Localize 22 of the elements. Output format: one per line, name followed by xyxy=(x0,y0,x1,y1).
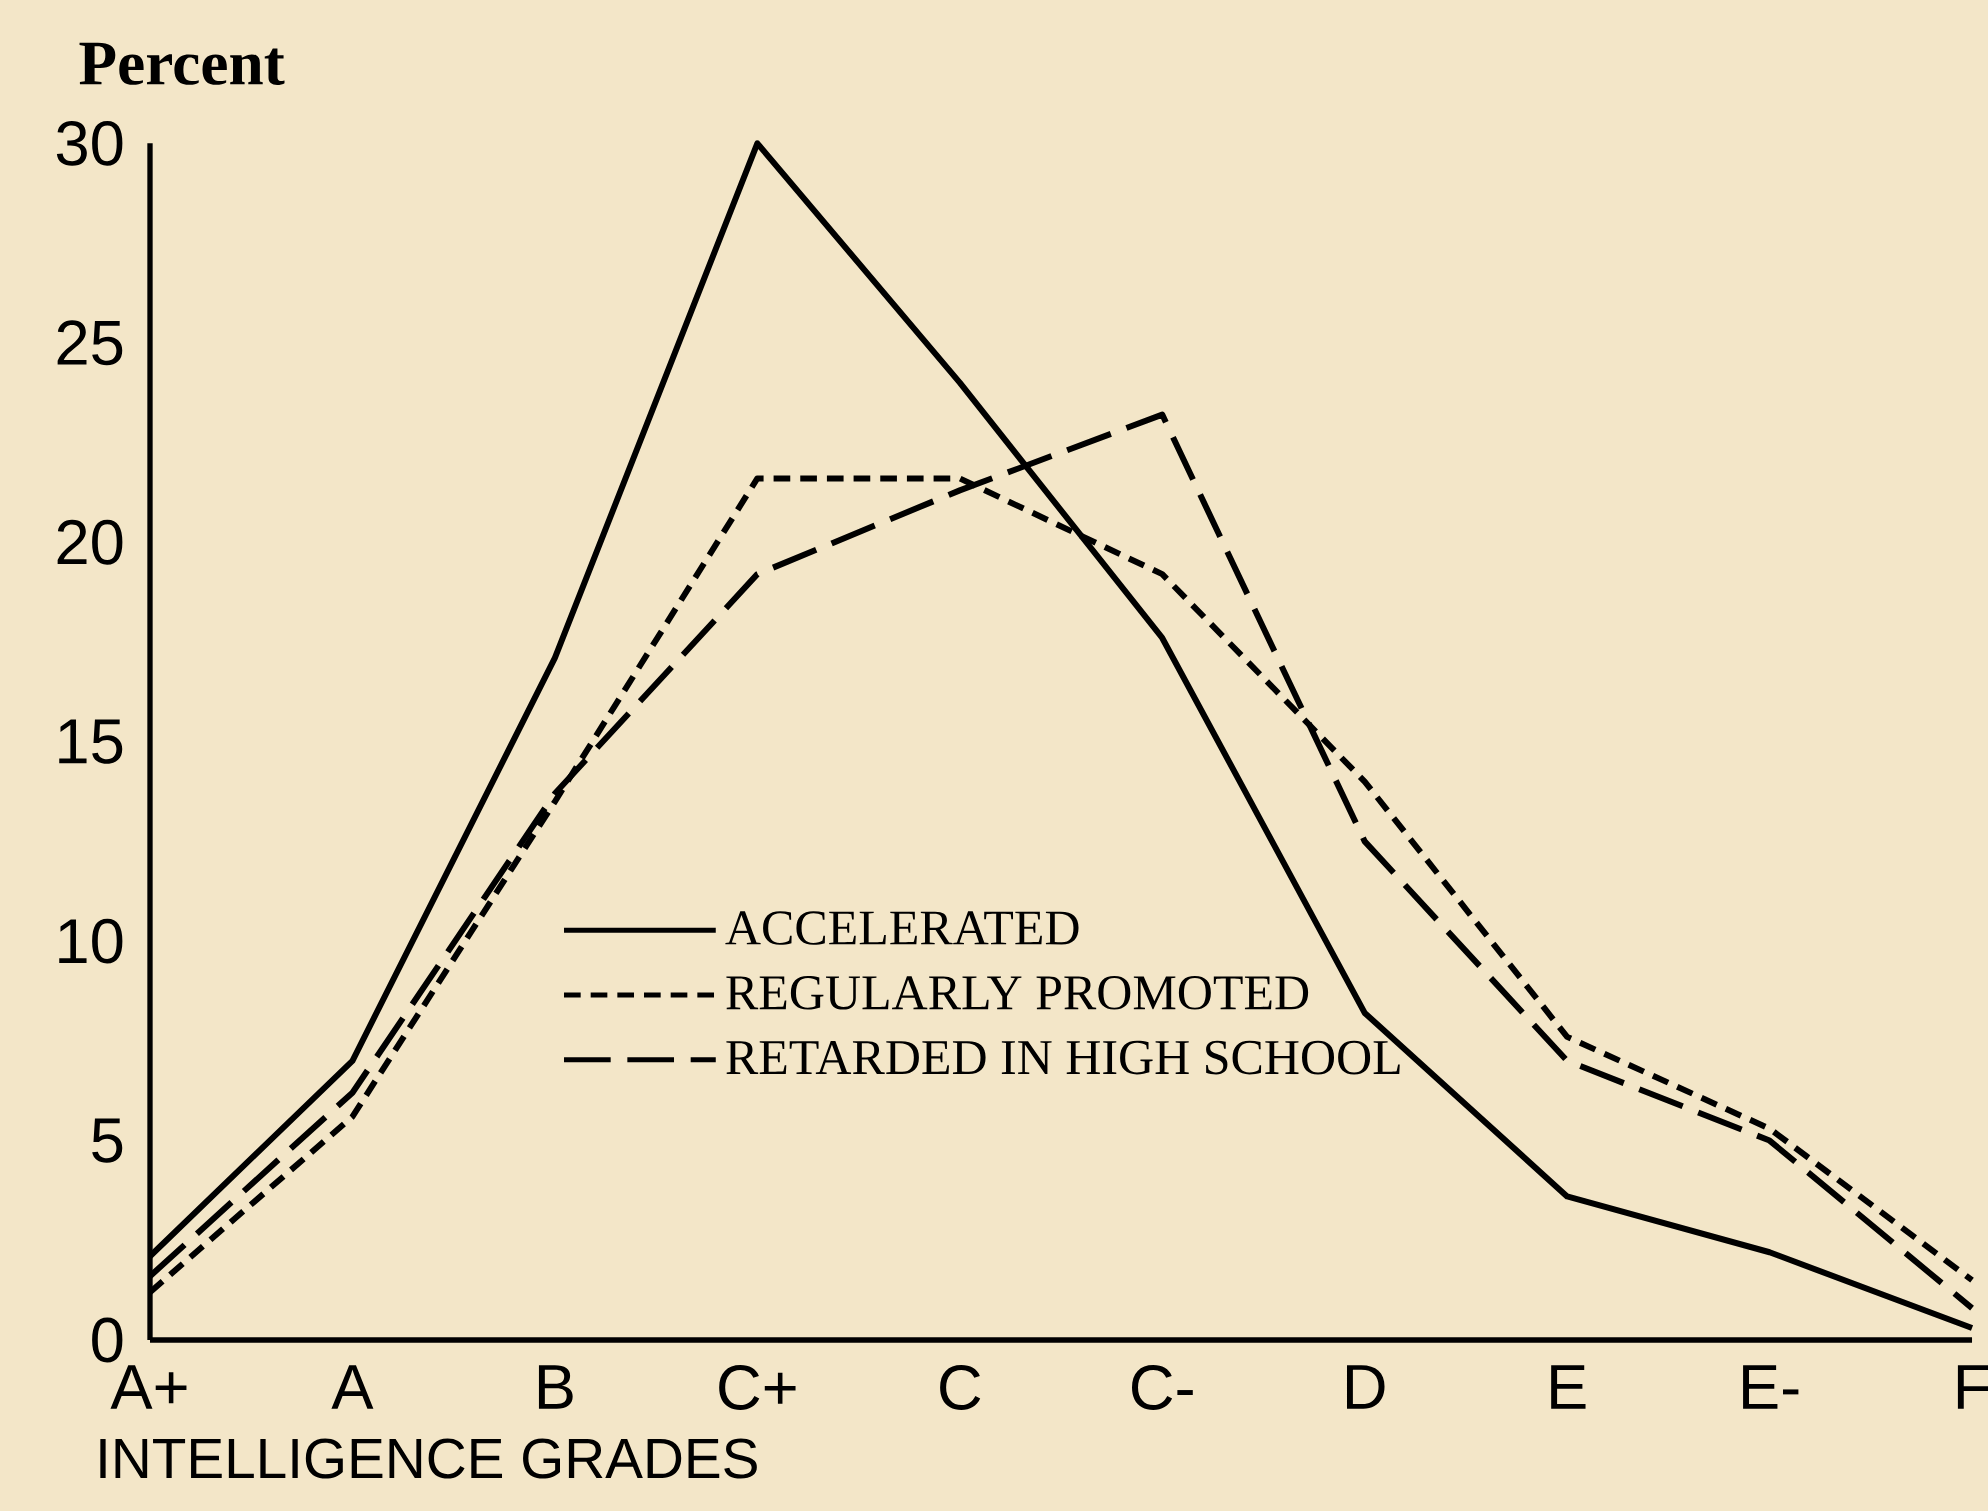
legend-label: ACCELERATED xyxy=(725,911,1079,945)
x-tick-label: D xyxy=(1346,1365,1385,1409)
x-tick-label: E- xyxy=(1743,1365,1799,1409)
x-tick-label: C+ xyxy=(719,1365,796,1410)
y-axis-title: Percent xyxy=(79,42,285,85)
legend-label: REGULARLY PROMOTED xyxy=(726,976,1309,1010)
y-tick-label: 25 xyxy=(57,320,123,366)
x-tick-label: B xyxy=(538,1365,573,1409)
y-tick-label: 5 xyxy=(92,1118,123,1163)
y-tick-label: 20 xyxy=(57,519,123,565)
y-tick-label: 30 xyxy=(56,120,123,166)
x-tick-label: F xyxy=(1957,1365,1988,1409)
x-tick-label: A+ xyxy=(110,1365,187,1409)
x-axis-title: INTELLIGENCE GRADES xyxy=(100,1438,757,1479)
y-tick-label: 0 xyxy=(92,1317,123,1363)
x-tick-label: C xyxy=(940,1365,981,1410)
x-tick-label: A xyxy=(331,1365,374,1409)
x-tick-label: C- xyxy=(1132,1365,1193,1410)
x-tick-label: E xyxy=(1551,1365,1586,1409)
y-tick-label: 10 xyxy=(59,918,123,964)
y-tick-label: 15 xyxy=(59,719,123,764)
legend-label: RETARDED IN HIGH SCHOOL xyxy=(726,1040,1400,1075)
